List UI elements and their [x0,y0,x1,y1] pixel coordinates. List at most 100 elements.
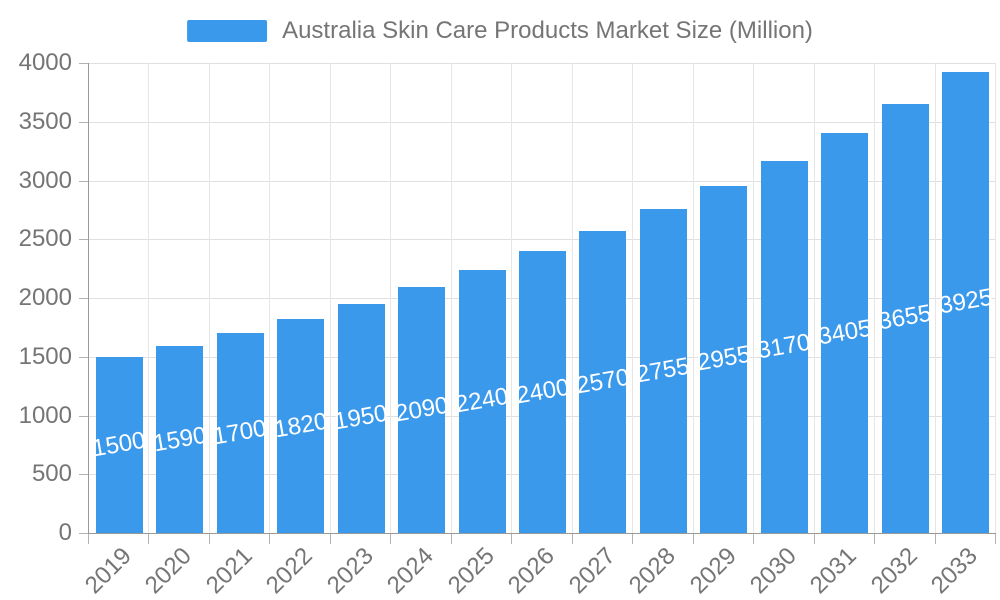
gridline-vertical [329,63,331,533]
x-axis-tick [632,534,634,544]
y-axis-tick-label: 500 [31,460,72,488]
x-axis-tick [995,534,996,544]
bar-2024[interactable]: 2090 [393,287,450,533]
bar-value-label: 1950 [332,400,390,436]
gridline-vertical [269,63,271,533]
gridline-vertical [148,63,150,533]
bar-value-label: 3170 [755,328,813,365]
y-axis-tick [79,63,88,64]
y-axis-tick [79,474,88,476]
legend-label: Australia Skin Care Products Market Size… [282,17,813,44]
x-axis-tick [329,534,331,544]
bar-2019[interactable]: 1500 [90,356,148,533]
y-axis-tick [79,415,88,417]
bar-2020[interactable]: 1590 [151,346,208,533]
bar-2026[interactable]: 2400 [514,251,571,533]
bar-2032[interactable]: 3655 [877,103,934,533]
x-axis-tick-label: 2026 [503,542,560,600]
x-axis-tick-label: 2032 [865,542,923,600]
gridline-horizontal [89,180,996,182]
y-axis-tick-label: 2500 [18,225,72,253]
y-axis-tick [79,180,88,182]
bar-2027[interactable]: 2570 [574,231,632,533]
y-axis-tick-label: 1500 [18,342,72,370]
bar-2025[interactable]: 2240 [453,269,511,533]
x-axis-tick [934,534,936,544]
gridline-horizontal [89,121,996,123]
gridline-vertical [995,63,996,533]
x-axis-tick [813,534,815,544]
y-axis-tick-label: 3500 [18,107,72,135]
gridline-vertical [934,63,936,533]
y-axis-tick-label: 1000 [18,401,72,429]
bar-value-label: 1590 [150,421,209,458]
y-axis-tick-label: 0 [58,519,72,546]
bar-2021[interactable]: 1700 [211,333,269,533]
x-axis-tick [208,534,210,544]
bar-2031[interactable]: 3405 [816,132,873,533]
gridline-vertical [450,63,452,533]
x-axis-tick [753,534,755,544]
bar-value-label: 2400 [513,373,572,410]
bar-value-label: 1700 [211,414,269,451]
gridline-vertical [571,63,573,533]
x-axis-tick [148,534,150,544]
x-axis-tick [571,534,573,544]
gridline-vertical [753,63,755,533]
gridline-vertical [874,63,876,533]
bar-2030[interactable]: 3170 [756,160,813,533]
bar-value-label: 3925 [937,283,995,320]
x-axis-tick [450,534,452,544]
x-axis-tick-label: 2025 [442,542,500,600]
bar-2022[interactable]: 1820 [272,319,329,533]
bar-2033[interactable]: 3925 [937,71,994,533]
x-axis-tick-label: 2019 [79,542,137,600]
y-axis-tick-label: 3000 [18,166,72,194]
y-axis-tick [79,298,88,299]
legend-swatch [187,20,268,42]
plot-area: 1500 1590 1700 1820 1950 2090 2240 2400 2570 2755… [88,63,996,534]
x-axis-tick [692,534,694,544]
gridline-vertical [632,63,634,533]
bar-value-label: 3405 [816,314,874,351]
bar-value-label: 2090 [392,391,451,428]
y-axis-tick-label: 2000 [18,284,72,311]
y-axis-tick [79,356,88,358]
gridline-horizontal [89,239,996,241]
x-axis-tick-label: 2030 [744,542,802,600]
gridline-vertical [208,63,210,533]
bar-value-label: 1820 [271,407,330,444]
bar-value-label: 3655 [876,299,934,336]
gridline-vertical [813,63,815,533]
y-axis-tick [79,121,88,123]
bar-value-label: 2955 [695,340,753,377]
x-axis-tick [269,534,271,544]
x-axis-tick-label: 2028 [623,542,681,600]
x-axis-tick-label: 2020 [140,542,198,600]
y-axis-tick [79,533,88,534]
bar-2029[interactable]: 2955 [695,185,752,533]
x-axis-tick [390,534,392,544]
x-axis-tick-label: 2023 [321,542,379,600]
x-axis-tick-label: 2024 [382,542,439,600]
bar-value-label: 2240 [453,382,511,419]
bar-value-label: 1500 [90,426,148,463]
x-axis-tick-label: 2029 [684,542,742,600]
x-axis-tick [874,534,876,544]
bar-2028[interactable]: 2755 [635,209,692,533]
gridline-vertical [390,63,392,533]
y-axis-tick [79,239,88,241]
gridline-vertical [692,63,694,533]
bar-2023[interactable]: 1950 [332,303,390,533]
x-axis-tick-label: 2027 [563,542,621,600]
gridline-horizontal [89,63,996,64]
x-axis-tick [88,534,89,544]
x-axis-tick-label: 2031 [805,542,863,600]
chart-legend-item[interactable]: Australia Skin Care Products Market Size… [187,17,813,45]
bar-value-label: 2570 [574,363,632,400]
x-axis-tick-label: 2022 [261,542,319,600]
x-axis-tick-label: 2021 [200,542,258,600]
x-axis-tick-label: 2033 [926,542,984,600]
y-axis-tick-label: 4000 [18,49,72,76]
